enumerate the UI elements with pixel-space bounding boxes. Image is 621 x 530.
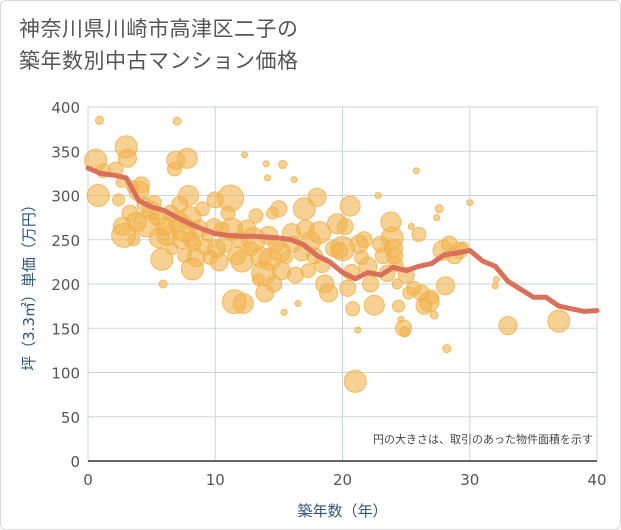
y-tick-label: 100	[51, 365, 80, 383]
data-point	[374, 192, 382, 199]
data-point	[491, 282, 499, 290]
x-tick-label: 20	[333, 471, 352, 489]
data-point	[345, 301, 361, 317]
data-point	[294, 299, 302, 307]
data-point	[195, 201, 211, 217]
y-tick-label: 400	[51, 99, 80, 117]
data-point	[436, 276, 456, 296]
data-point	[434, 204, 444, 214]
data-point	[262, 160, 270, 168]
bubble-size-note: 円の大きさは、取引のあった物件面積を示す	[373, 432, 593, 446]
data-point	[150, 247, 174, 271]
data-point	[355, 231, 373, 249]
data-point	[112, 193, 126, 207]
y-tick-label: 250	[51, 232, 80, 250]
y-tick-labels: 0 50 100 150 200 250 300 350 400	[51, 99, 80, 471]
data-point	[300, 263, 316, 279]
data-point	[176, 147, 198, 169]
data-point	[290, 176, 298, 184]
data-point	[339, 195, 361, 217]
x-tick-labels: 0 10 20 30 40	[83, 471, 606, 489]
y-axis-label: 坪（3.3㎡）単価（万円）	[20, 197, 38, 371]
data-point	[433, 214, 441, 222]
y-tick-label: 350	[51, 143, 80, 161]
data-point	[232, 292, 254, 314]
data-point	[363, 294, 385, 316]
data-point	[94, 115, 104, 125]
data-point	[209, 252, 229, 272]
data-point	[442, 344, 452, 354]
trend-line	[85, 165, 600, 314]
data-point	[278, 160, 288, 170]
data-point	[248, 208, 264, 224]
x-tick-label: 40	[587, 471, 606, 489]
data-point	[217, 184, 245, 212]
data-point	[407, 222, 415, 230]
chart-title-line-2: 築年数別中古マンション価格	[19, 49, 299, 73]
data-point	[412, 167, 420, 175]
data-point	[280, 308, 288, 316]
data-point	[391, 299, 405, 313]
y-tick-label: 150	[51, 320, 80, 338]
chart-title-line-1: 神奈川県川崎市高津区二子の	[19, 17, 299, 41]
data-point	[158, 279, 168, 289]
y-tick-label: 0	[70, 453, 80, 471]
data-point	[399, 326, 411, 338]
x-axis-label: 築年数（年）	[297, 502, 387, 520]
y-tick-label: 200	[51, 276, 80, 294]
data-point	[354, 326, 362, 334]
data-point	[391, 278, 403, 290]
data-point	[339, 279, 357, 297]
data-point	[263, 174, 271, 182]
y-tick-label: 300	[51, 188, 80, 206]
x-tick-label: 30	[460, 471, 479, 489]
data-point	[86, 184, 110, 207]
data-point	[319, 283, 339, 303]
data-point	[127, 233, 141, 247]
data-point	[492, 276, 500, 284]
chart-title: 神奈川県川崎市高津区二子の 築年数別中古マンション価格	[19, 13, 299, 77]
data-point	[241, 151, 249, 159]
data-point	[429, 310, 439, 320]
x-tick-label: 10	[206, 471, 225, 489]
data-point	[498, 316, 518, 336]
data-point	[547, 309, 571, 333]
x-tick-label: 0	[83, 471, 93, 489]
data-point	[270, 200, 288, 218]
data-point	[361, 275, 379, 293]
data-point	[178, 185, 200, 206]
data-point	[280, 250, 294, 264]
data-point	[343, 369, 367, 393]
y-tick-label: 50	[61, 409, 80, 427]
data-point	[411, 226, 427, 242]
data-point	[117, 148, 137, 168]
data-point	[424, 289, 440, 305]
data-point	[307, 187, 327, 207]
data-point	[172, 116, 182, 126]
data-point	[336, 217, 354, 235]
bubble-layer	[84, 115, 571, 393]
data-point	[466, 199, 474, 207]
data-point	[308, 221, 332, 245]
data-point	[132, 176, 150, 194]
